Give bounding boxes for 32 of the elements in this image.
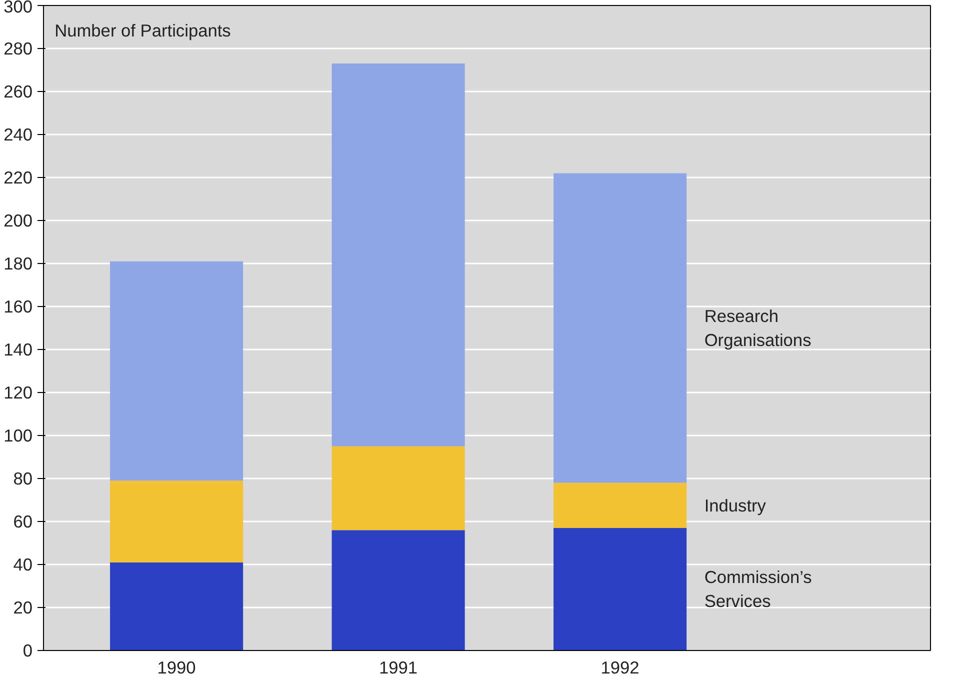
bar: [332, 64, 465, 446]
bar: [554, 173, 687, 483]
y-tick-label: 60: [13, 512, 33, 532]
y-tick-label: 120: [4, 382, 33, 402]
bar: [554, 482, 687, 528]
y-tick-label: 220: [4, 168, 33, 188]
y-tick-label: 260: [4, 82, 33, 102]
bar: [110, 261, 244, 481]
x-tick-label: 1992: [600, 658, 640, 678]
y-tick-label: 180: [4, 254, 33, 274]
y-tick-label: 40: [13, 554, 33, 574]
series-label: Research Organisations: [704, 306, 812, 350]
bar: [110, 562, 244, 650]
y-tick-label: 140: [4, 340, 33, 360]
series-label: Commission’s Services: [704, 567, 812, 612]
y-tick-label: 240: [4, 124, 33, 144]
x-tick-label: 1991: [379, 658, 418, 678]
y-tick-label: 200: [4, 210, 33, 230]
y-tick-label: 20: [13, 598, 33, 618]
y-tick-label: 0: [22, 640, 33, 660]
bar: [332, 446, 465, 530]
y-axis-title: Number of Participants: [54, 20, 232, 40]
bar: [554, 528, 687, 650]
y-tick-label: 160: [4, 296, 33, 316]
y-tick-label: 300: [4, 0, 33, 16]
bar: [110, 480, 244, 562]
bar: [332, 530, 465, 650]
x-tick-label: 1990: [157, 658, 196, 678]
y-tick-label: 100: [4, 426, 33, 446]
y-tick-label: 80: [13, 468, 33, 488]
y-tick-label: 280: [4, 38, 33, 58]
series-label: Industry: [704, 495, 766, 516]
